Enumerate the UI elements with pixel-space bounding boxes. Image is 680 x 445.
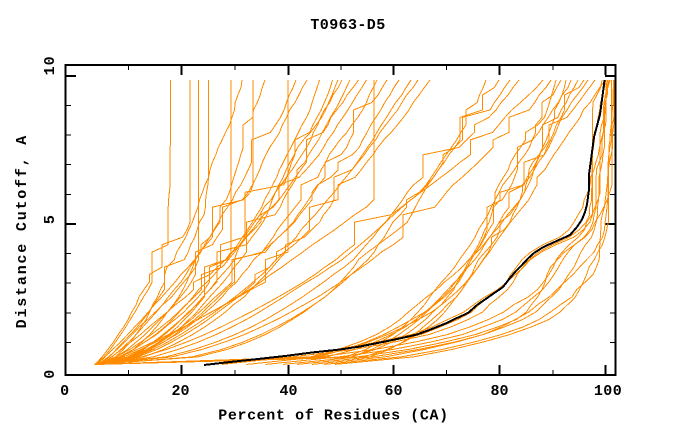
- svg-text:0: 0: [60, 383, 69, 400]
- svg-text:10: 10: [42, 55, 59, 75]
- svg-text:40: 40: [279, 383, 297, 400]
- svg-text:Distance Cutoff, A: Distance Cutoff, A: [14, 134, 31, 328]
- svg-text:60: 60: [384, 383, 402, 400]
- svg-text:5: 5: [42, 215, 59, 224]
- svg-text:Percent of Residues (CA): Percent of Residues (CA): [218, 408, 448, 425]
- svg-text:80: 80: [490, 383, 508, 400]
- svg-text:20: 20: [171, 383, 189, 400]
- svg-text:0: 0: [42, 370, 59, 379]
- svg-text:T0963-D5: T0963-D5: [310, 17, 385, 34]
- svg-text:100: 100: [594, 383, 622, 400]
